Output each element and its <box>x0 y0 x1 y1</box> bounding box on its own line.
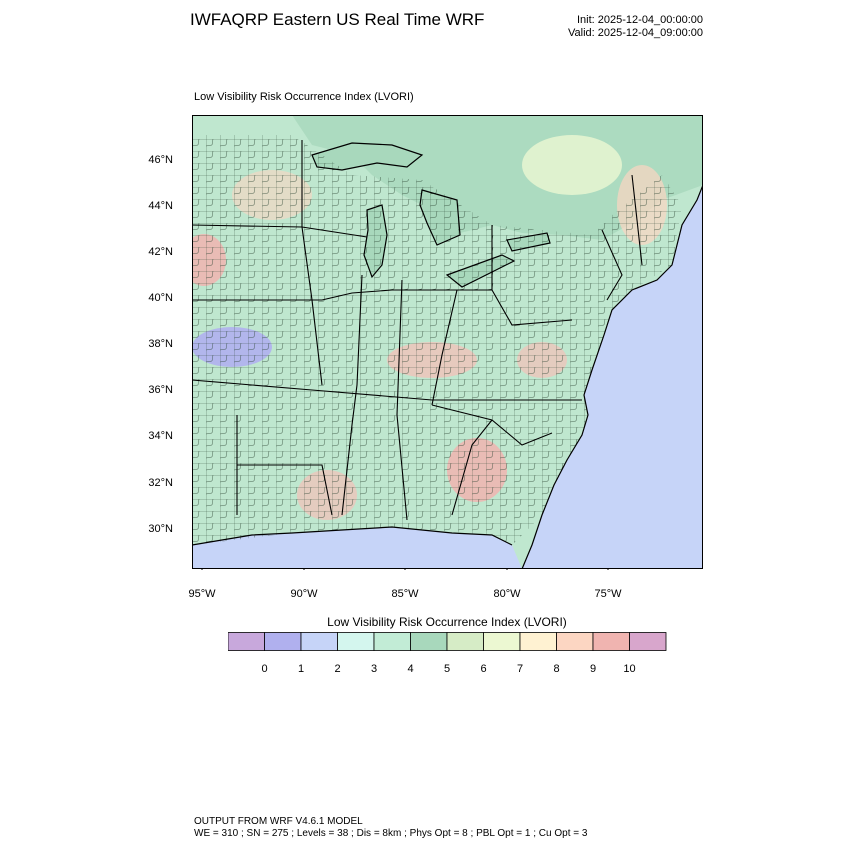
colorbar-swatch-11 <box>629 632 667 651</box>
colorbar-tick-label: 0 <box>261 663 268 675</box>
colorbar-swatch-5 <box>410 632 448 651</box>
colorbar-swatch-0 <box>228 632 265 651</box>
colorbar-tick-label: 10 <box>623 663 636 675</box>
lat-label-42: 42°N <box>148 246 173 258</box>
chart-title: IWFAQRP Eastern US Real Time WRF <box>190 10 485 29</box>
colorbar-swatch-1 <box>264 632 302 651</box>
plot-label: Low Visibility Risk Occurrence Index (LV… <box>194 91 414 103</box>
colorbar-tick-label: 4 <box>407 663 414 675</box>
lon-label-80: 80°W <box>493 588 521 600</box>
footer-line1: OUTPUT FROM WRF V4.6.1 MODEL <box>194 816 363 827</box>
init-time: Init: 2025-12-04_00:00:00 <box>577 14 703 26</box>
colorbar-swatch-9 <box>556 632 594 651</box>
colorbar-tick-label: 5 <box>443 663 451 675</box>
map-frame <box>192 115 703 569</box>
lat-label-38: 38°N <box>148 338 173 350</box>
atlantic-ocean <box>522 185 703 569</box>
county-boundaries <box>192 135 682 545</box>
gulf-of-mexico <box>192 527 522 569</box>
colorbar-swatch-3 <box>337 632 375 651</box>
time-info: Init: 2025-12-04_00:00:00 Valid: 2025-12… <box>568 14 703 40</box>
lat-label-40: 40°N <box>148 292 173 304</box>
colorbar <box>228 632 667 651</box>
colorbar-tick-label: 3 <box>370 663 378 675</box>
lon-label-90: 90°W <box>290 588 318 600</box>
colorbar-swatch-4 <box>373 632 411 651</box>
footer-line2: WE = 310 ; SN = 275 ; Levels = 38 ; Dis … <box>194 828 588 839</box>
colorbar-swatch-6 <box>446 632 484 651</box>
colorbar-tick-label: 9 <box>589 663 597 675</box>
colorbar-tick-label: 6 <box>480 663 487 675</box>
lon-label-95: 95°W <box>188 588 216 600</box>
colorbar-swatch-2 <box>300 632 338 651</box>
colorbar-tick-label: 7 <box>516 663 524 675</box>
lat-label-32: 32°N <box>148 477 173 489</box>
lat-label-36: 36°N <box>148 384 173 396</box>
colorbar-title: Low Visibility Risk Occurrence Index (LV… <box>327 615 567 629</box>
colorbar-swatch-7 <box>483 632 521 651</box>
colorbar-swatch-8 <box>519 632 557 651</box>
colorbar-tick-label: 8 <box>553 663 560 675</box>
colorbar-tick-label: 1 <box>297 663 305 675</box>
valid-time: Valid: 2025-12-04_09:00:00 <box>568 27 703 39</box>
lat-label-44: 44°N <box>148 200 173 212</box>
colorbar-tick-label: 2 <box>334 663 341 675</box>
lat-label-46: 46°N <box>148 154 173 166</box>
light-zone-quebec <box>522 135 622 195</box>
state-boundaries <box>192 140 643 521</box>
colorbar-swatch-10 <box>592 632 630 651</box>
lake-superior <box>312 143 422 170</box>
lon-label-75: 75°W <box>594 588 622 600</box>
lat-label-30: 30°N <box>148 523 173 535</box>
map-panel <box>192 115 703 570</box>
lon-label-85: 85°W <box>391 588 419 600</box>
coastlines <box>192 142 703 569</box>
lon-ticks <box>201 569 609 570</box>
lat-label-34: 34°N <box>148 430 173 442</box>
footer: OUTPUT FROM WRF V4.6.1 MODEL WE = 310 ; … <box>194 816 587 840</box>
